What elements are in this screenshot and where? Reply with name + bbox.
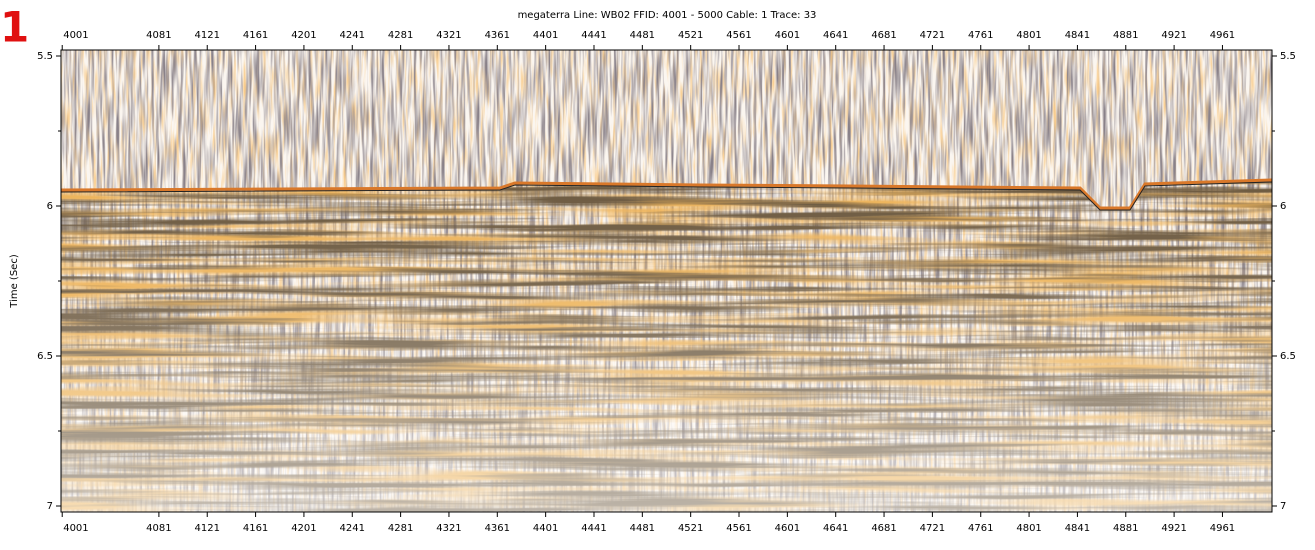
x-tick-label-top: 4081 [146,30,171,41]
x-tick-label-top: 4561 [726,30,751,41]
y-tick-label-right: 5.5 [1280,51,1296,62]
x-tick-label-bottom: 4281 [388,523,413,534]
x-tick-label-top: 4921 [1161,30,1186,41]
x-tick-label-bottom: 4401 [533,523,558,534]
x-tick-label-top: 4281 [388,30,413,41]
y-tick-label-left: 6 [47,201,53,212]
x-tick-label-bottom: 4441 [581,523,606,534]
x-tick-label-top: 4681 [871,30,896,41]
x-tick-label-top: 4761 [968,30,993,41]
x-tick-label-top: 4841 [1065,30,1090,41]
x-tick-label-top: 4241 [340,30,365,41]
x-tick-label-bottom: 4241 [340,523,365,534]
x-tick-label-bottom: 4081 [146,523,171,534]
y-tick-label-left: 5.5 [37,51,53,62]
x-tick-label-top: 4601 [775,30,800,41]
x-tick-label-bottom: 4121 [195,523,220,534]
x-tick-label-top: 4121 [195,30,220,41]
x-tick-label-top: 4961 [1210,30,1235,41]
x-tick-label-top: 4521 [678,30,703,41]
x-tick-label-top: 4441 [581,30,606,41]
x-tick-label-bottom: 4481 [630,523,655,534]
x-tick-label-bottom: 4641 [823,523,848,534]
x-tick-label-top: 4361 [485,30,510,41]
y-tick-label-right: 7 [1280,501,1286,512]
y-tick-label-right: 6 [1280,201,1286,212]
x-tick-label-top: 4401 [533,30,558,41]
x-tick-label-bottom: 4601 [775,523,800,534]
chart-title: megaterra Line: WB02 FFID: 4001 - 5000 C… [518,10,817,21]
x-tick-label-bottom: 4521 [678,523,703,534]
y-tick-label-left: 6.5 [37,351,53,362]
y-tick-label-left: 7 [47,501,53,512]
x-tick-label-top: 4881 [1113,30,1138,41]
x-tick-label-bottom: 4361 [485,523,510,534]
x-tick-label-bottom: 4321 [436,523,461,534]
x-tick-label-top: 4481 [630,30,655,41]
x-tick-label-bottom: 4561 [726,523,751,534]
x-tick-label-bottom: 4841 [1065,523,1090,534]
x-tick-label-bottom: 4961 [1210,523,1235,534]
x-tick-label-top: 4201 [291,30,316,41]
x-tick-label-bottom: 4801 [1016,523,1041,534]
x-tick-label-bottom: 4881 [1113,523,1138,534]
x-tick-label-top: 4641 [823,30,848,41]
y-axis-label: Time (Sec) [9,254,20,309]
x-tick-label-bottom: 4201 [291,523,316,534]
x-tick-label-bottom: 4161 [243,523,268,534]
x-tick-label-bottom: 4721 [920,523,945,534]
x-tick-label-bottom: 4001 [63,523,88,534]
x-tick-label-top: 4721 [920,30,945,41]
x-tick-label-bottom: 4681 [871,523,896,534]
x-tick-label-top: 4801 [1016,30,1041,41]
x-tick-label-top: 4001 [63,30,88,41]
x-tick-label-top: 4321 [436,30,461,41]
y-tick-label-right: 6.5 [1280,351,1296,362]
x-tick-label-top: 4161 [243,30,268,41]
panel-label: 1 [0,3,29,52]
x-tick-label-bottom: 4921 [1161,523,1186,534]
seismic-image [61,50,1272,512]
x-tick-label-bottom: 4761 [968,523,993,534]
